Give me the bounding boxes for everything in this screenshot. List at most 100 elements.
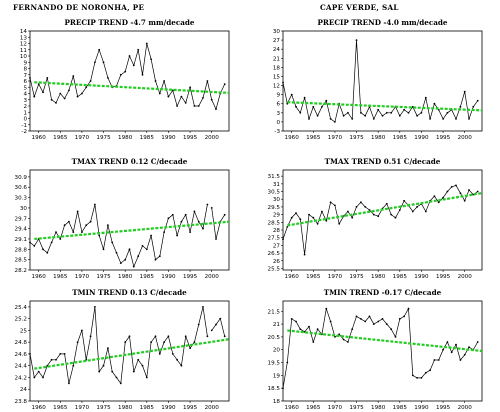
data-point bbox=[132, 64, 135, 67]
data-point bbox=[42, 248, 44, 251]
data-point bbox=[94, 203, 96, 206]
data-point bbox=[329, 201, 332, 204]
x-tick-label: 2000 bbox=[458, 405, 473, 411]
data-point bbox=[433, 102, 436, 105]
trend-line bbox=[34, 220, 230, 241]
data-point bbox=[145, 376, 148, 379]
data-point bbox=[85, 224, 88, 227]
data-point bbox=[463, 90, 466, 93]
data-point bbox=[295, 105, 297, 108]
y-tick-label: 30.6 bbox=[15, 185, 28, 191]
x-tick-label: 1965 bbox=[306, 274, 321, 280]
data-point bbox=[171, 353, 174, 355]
data-point bbox=[132, 265, 135, 268]
y-tick-label: 2 bbox=[23, 104, 27, 110]
data-point bbox=[286, 361, 289, 364]
data-point bbox=[154, 80, 157, 82]
y-tick-label: 6 bbox=[23, 79, 27, 85]
data-point bbox=[411, 374, 414, 377]
x-tick-label: 1985 bbox=[140, 135, 155, 141]
data-point bbox=[145, 248, 148, 251]
y-tick-label: 3 bbox=[276, 111, 280, 117]
data-point bbox=[124, 341, 127, 344]
data-point bbox=[385, 111, 388, 114]
data-point bbox=[29, 353, 31, 355]
y-tick-label: -1 bbox=[21, 123, 27, 129]
x-tick-label: 1965 bbox=[53, 135, 68, 141]
y-tick-label: 18 bbox=[273, 399, 281, 405]
data-point bbox=[119, 73, 122, 76]
data-point bbox=[468, 346, 470, 349]
data-point bbox=[37, 83, 40, 85]
data-point bbox=[167, 217, 170, 220]
data-point bbox=[72, 75, 75, 77]
x-tick-label: 1960 bbox=[285, 405, 300, 411]
data-point bbox=[89, 220, 92, 223]
y-tick-label: 5 bbox=[23, 85, 27, 91]
data-point bbox=[37, 370, 40, 373]
column-title-right: CAPE VERDE, SAL bbox=[320, 3, 399, 12]
chart-title: TMAX TREND 0.12 C/decade bbox=[72, 157, 188, 166]
x-tick-label: 1980 bbox=[118, 274, 133, 280]
y-tick-label: 19 bbox=[273, 373, 281, 379]
x-tick-label: 1960 bbox=[32, 135, 47, 141]
x-tick-label: 1985 bbox=[393, 405, 408, 411]
x-tick-label: 1965 bbox=[53, 405, 68, 411]
data-point bbox=[63, 224, 66, 227]
y-tick-label: 15 bbox=[273, 74, 281, 80]
data-point bbox=[85, 86, 88, 89]
y-tick-label: 10 bbox=[20, 54, 28, 60]
y-tick-label: 25.2 bbox=[15, 317, 27, 323]
data-point bbox=[176, 105, 179, 107]
data-point bbox=[299, 218, 302, 221]
data-point bbox=[360, 111, 362, 114]
data-point bbox=[132, 370, 135, 373]
data-point bbox=[385, 202, 388, 205]
data-point bbox=[325, 307, 328, 310]
data-point bbox=[472, 105, 475, 108]
data-point bbox=[360, 318, 362, 320]
data-point bbox=[321, 105, 323, 108]
data-point bbox=[176, 358, 179, 361]
data-point bbox=[390, 111, 393, 114]
plot-frame bbox=[29, 169, 230, 271]
chart-panel-5: TMIN TREND -0.17 C/decade 1960 1965 1970 197… bbox=[268, 288, 483, 411]
data-point bbox=[42, 91, 44, 94]
series-line bbox=[29, 204, 208, 268]
chart-title: TMIN TREND -0.17 C/decade bbox=[324, 288, 442, 297]
x-tick-label: 1995 bbox=[436, 135, 451, 141]
y-tick-label: 18 bbox=[273, 65, 281, 71]
data-point bbox=[463, 199, 466, 202]
y-tick-label: 28.5 bbox=[15, 258, 28, 264]
data-point bbox=[329, 118, 332, 120]
data-point bbox=[180, 364, 183, 367]
plot-frame bbox=[282, 30, 483, 132]
data-point bbox=[206, 335, 209, 338]
x-tick-label: 1970 bbox=[328, 405, 343, 411]
chart-title: TMIN TREND 0.13 C/decade bbox=[72, 288, 187, 297]
data-point bbox=[81, 92, 83, 95]
chart-title: PRECIP TREND -4.0 mm/decade bbox=[317, 18, 447, 27]
data-point bbox=[102, 364, 105, 367]
y-tick-label: 29.5 bbox=[268, 205, 281, 211]
y-tick-label: 30.3 bbox=[15, 196, 28, 202]
data-point bbox=[76, 210, 79, 213]
y-tick-label: 30 bbox=[273, 29, 281, 35]
y-tick-label: 28.5 bbox=[268, 220, 281, 226]
x-tick-label: 1995 bbox=[436, 405, 451, 411]
series-line bbox=[29, 306, 208, 385]
data-point bbox=[98, 48, 101, 51]
series-line bbox=[282, 307, 479, 389]
data-point bbox=[154, 335, 157, 338]
data-point bbox=[364, 206, 367, 208]
data-point bbox=[102, 61, 105, 64]
data-point bbox=[72, 364, 75, 367]
data-point bbox=[424, 96, 427, 99]
x-tick-label: 2000 bbox=[458, 135, 473, 141]
data-point bbox=[150, 58, 153, 60]
data-point bbox=[312, 216, 315, 219]
data-point bbox=[150, 234, 153, 237]
data-point bbox=[150, 341, 153, 344]
y-tick-label: 7 bbox=[23, 73, 27, 79]
data-point bbox=[184, 102, 187, 104]
